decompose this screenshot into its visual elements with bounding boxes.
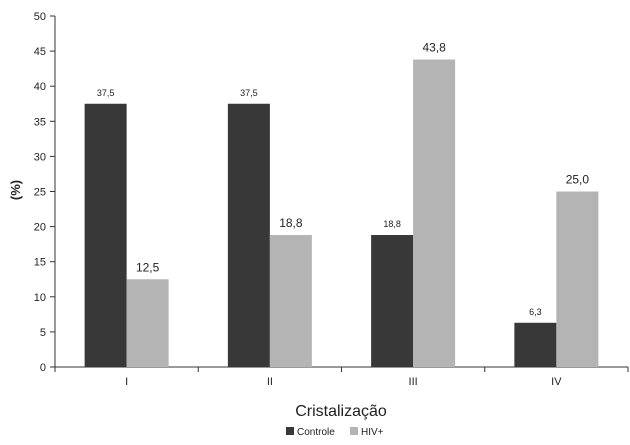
data-label: 18,8	[279, 216, 303, 230]
data-label: 18,8	[383, 219, 401, 229]
legend-swatch	[350, 427, 358, 435]
data-label: 25,0	[566, 173, 590, 187]
x-tick-label: III	[409, 376, 418, 388]
y-tick-label: 15	[34, 257, 46, 269]
y-tick-label: 5	[40, 327, 46, 339]
bars	[84, 59, 599, 368]
y-tick-label: 25	[34, 187, 46, 199]
legend-swatch	[286, 427, 294, 435]
y-tick-label: 0	[40, 362, 46, 374]
data-label: 12,5	[136, 260, 160, 274]
x-axis: I II III IV	[54, 366, 629, 388]
x-tick-label: I	[125, 376, 128, 388]
bar	[84, 103, 127, 367]
y-axis: 0 5 10 15 20 25 30 35 40 45 50	[34, 11, 56, 374]
bar	[371, 235, 414, 367]
bar	[269, 235, 312, 367]
y-tick-label: 45	[34, 46, 46, 58]
bar	[126, 279, 169, 367]
legend-label: HIV+	[361, 427, 384, 438]
legend: Controle HIV+	[286, 427, 384, 438]
y-axis-label: (%)	[8, 180, 23, 200]
y-tick-label: 20	[34, 222, 46, 234]
y-tick-label: 30	[34, 151, 46, 163]
y-tick-label: 40	[34, 81, 46, 93]
y-tick-label: 35	[34, 116, 46, 128]
bar	[413, 59, 456, 368]
bar	[227, 103, 270, 367]
data-label: 6,3	[529, 307, 542, 317]
data-label: 37,5	[97, 88, 115, 98]
x-tick-label: II	[267, 376, 273, 388]
legend-label: Controle	[297, 427, 335, 438]
data-labels: 37,5 37,5 18,8 6,3 12,5 18,8 43,8 25,0	[97, 41, 590, 317]
x-tick-label: IV	[551, 376, 562, 388]
bar	[514, 322, 557, 367]
y-tick-label: 50	[34, 11, 46, 23]
data-label: 43,8	[422, 41, 446, 55]
x-axis-label: Cristalização	[295, 403, 387, 420]
y-tick-label: 10	[34, 292, 46, 304]
bar	[556, 191, 599, 367]
data-label: 37,5	[240, 88, 258, 98]
